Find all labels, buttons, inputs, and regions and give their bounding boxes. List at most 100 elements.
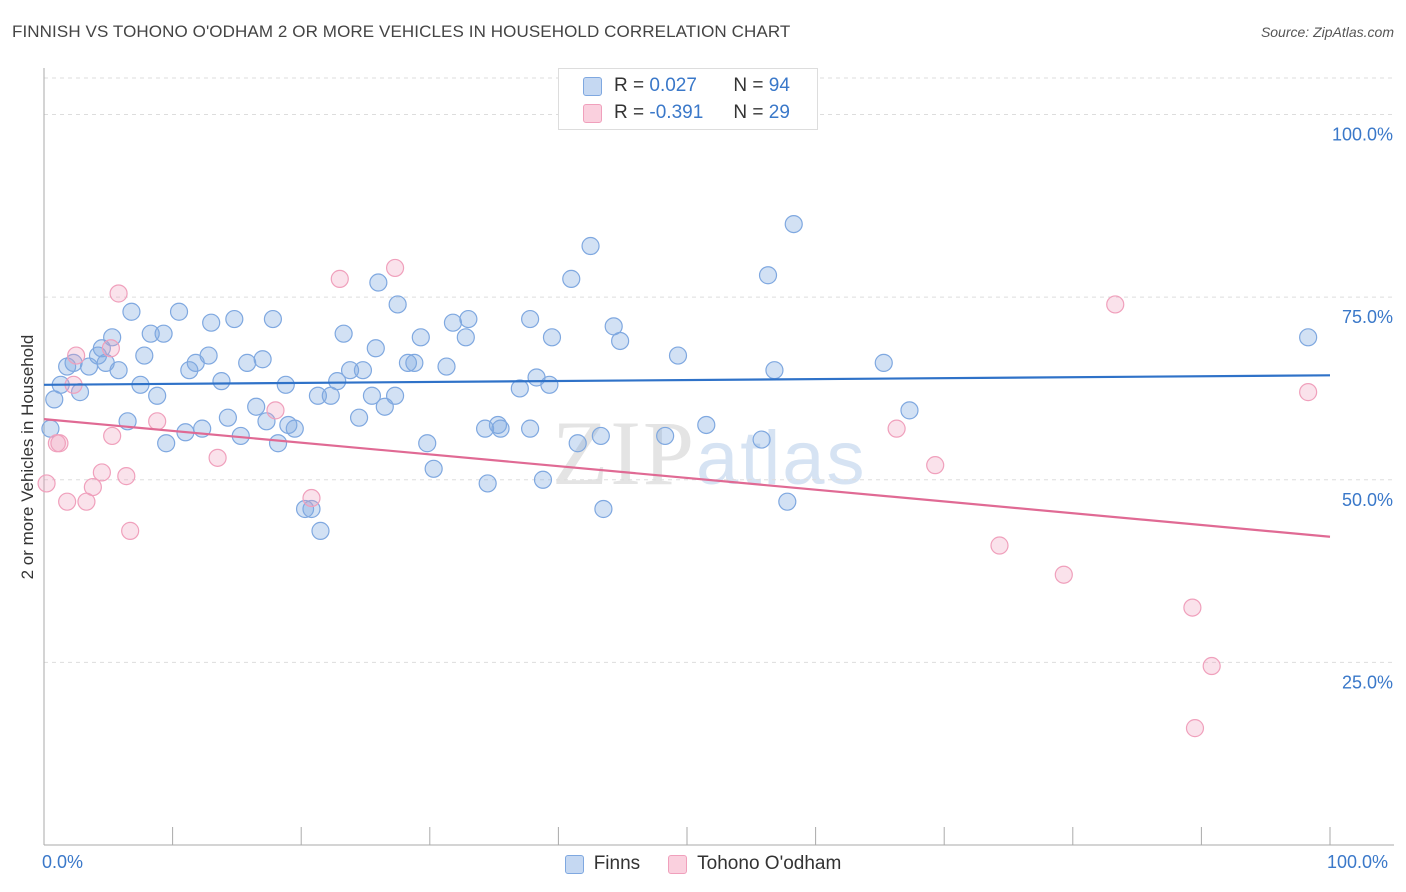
point-finns-31 bbox=[238, 353, 257, 372]
point-finns-62 bbox=[443, 313, 463, 332]
point-finns-54 bbox=[385, 386, 405, 405]
point-finns-49 bbox=[353, 361, 373, 380]
point-tohono-16 bbox=[330, 269, 349, 288]
point-tohono-11 bbox=[121, 521, 140, 540]
point-finns-76 bbox=[562, 269, 581, 288]
point-finns-56 bbox=[398, 353, 418, 372]
series-legend-swatch-finns bbox=[564, 854, 584, 874]
trend-line-tohono bbox=[43, 418, 1331, 538]
point-tohono-22 bbox=[1106, 295, 1125, 314]
source-label: Source: ZipAtlas.com bbox=[1260, 24, 1394, 40]
point-finns-85 bbox=[697, 415, 716, 435]
point-finns-77 bbox=[568, 434, 587, 453]
point-finns-86 bbox=[752, 430, 771, 449]
point-finns-4 bbox=[64, 353, 83, 372]
point-tohono-6 bbox=[92, 463, 111, 482]
point-tohono-19 bbox=[926, 456, 945, 475]
point-finns-57 bbox=[405, 353, 424, 372]
point-finns-45 bbox=[328, 372, 347, 391]
point-tohono-8 bbox=[103, 426, 122, 446]
point-finns-51 bbox=[366, 339, 385, 358]
point-tohono-0 bbox=[37, 474, 56, 493]
point-tohono-13 bbox=[208, 448, 227, 467]
watermark-zip: ZIP bbox=[552, 402, 696, 504]
point-finns-71 bbox=[521, 309, 540, 329]
point-finns-42 bbox=[308, 386, 328, 405]
point-finns-16 bbox=[141, 324, 160, 343]
point-finns-80 bbox=[594, 499, 613, 519]
point-finns-22 bbox=[180, 361, 199, 380]
point-finns-43 bbox=[311, 521, 330, 540]
point-finns-66 bbox=[478, 474, 497, 493]
point-finns-48 bbox=[349, 408, 369, 427]
point-finns-91 bbox=[874, 353, 893, 372]
point-tohono-15 bbox=[302, 488, 321, 508]
legend-finns-n-label: N = bbox=[733, 75, 764, 96]
point-finns-33 bbox=[253, 350, 272, 369]
point-finns-52 bbox=[369, 273, 388, 292]
point-finns-84 bbox=[668, 346, 688, 365]
chart-title: FINNISH VS TOHONO O'ODHAM 2 OR MORE VEHI… bbox=[12, 22, 791, 41]
point-finns-87 bbox=[758, 266, 778, 285]
point-finns-64 bbox=[459, 309, 478, 329]
point-finns-40 bbox=[295, 499, 315, 519]
point-tohono-2 bbox=[58, 492, 77, 511]
point-tohono-27 bbox=[47, 434, 66, 453]
point-finns-79 bbox=[591, 426, 610, 446]
point-finns-90 bbox=[784, 214, 803, 234]
legend-finns-n-value: 94 bbox=[768, 75, 790, 96]
point-finns-29 bbox=[225, 309, 244, 329]
point-tohono-20 bbox=[990, 536, 1009, 555]
point-tohono-3 bbox=[67, 346, 86, 365]
point-finns-88 bbox=[765, 361, 784, 380]
legend-swatch-tohono bbox=[583, 103, 602, 123]
point-tohono-18 bbox=[887, 419, 906, 438]
point-tohono-26 bbox=[1299, 383, 1318, 402]
point-tohono-21 bbox=[1054, 565, 1073, 584]
point-tohono-17 bbox=[385, 258, 405, 278]
legend-tohono-r-label: R = bbox=[614, 102, 645, 123]
point-finns-46 bbox=[334, 324, 353, 343]
series-legend-tohono: Tohono O'odham bbox=[668, 853, 841, 875]
point-finns-25 bbox=[199, 346, 218, 365]
point-finns-60 bbox=[424, 459, 443, 478]
point-finns-70 bbox=[521, 419, 540, 438]
point-tohono-7 bbox=[101, 339, 120, 358]
legend-row-tohono: R = -0.391 N = 29 bbox=[583, 100, 790, 126]
point-finns-26 bbox=[202, 313, 221, 332]
x-tick-label-min: 0.0% bbox=[42, 852, 84, 872]
point-tohono-12 bbox=[148, 412, 167, 431]
legend-swatch-finns bbox=[583, 76, 602, 96]
point-finns-93 bbox=[1299, 328, 1318, 347]
point-finns-50 bbox=[362, 386, 382, 405]
point-finns-55 bbox=[388, 295, 407, 314]
series-legend-swatch-tohono bbox=[668, 854, 688, 874]
point-finns-89 bbox=[778, 492, 797, 511]
point-tohono-9 bbox=[109, 284, 128, 303]
point-finns-78 bbox=[581, 236, 600, 256]
series-legend-label-tohono: Tohono O'odham bbox=[697, 853, 842, 874]
point-finns-32 bbox=[247, 397, 266, 416]
point-finns-20 bbox=[169, 302, 189, 321]
point-finns-69 bbox=[510, 379, 529, 398]
legend-tohono-n-value: 29 bbox=[768, 102, 790, 123]
point-finns-17 bbox=[148, 386, 167, 405]
watermark: ZIPatlas bbox=[552, 400, 867, 506]
point-finns-83 bbox=[656, 426, 675, 446]
point-finns-11 bbox=[109, 361, 128, 380]
legend-finns-r-value: 0.027 bbox=[649, 75, 697, 96]
legend-row-finns: R = 0.027 N = 94 bbox=[583, 73, 790, 99]
point-tohono-5 bbox=[83, 477, 102, 497]
series-legend: Finns Tohono O'odham bbox=[0, 850, 1406, 878]
point-finns-28 bbox=[218, 408, 237, 427]
point-finns-13 bbox=[122, 302, 141, 321]
point-finns-58 bbox=[411, 328, 430, 347]
y-tick-label-25: 25.0% bbox=[1342, 672, 1393, 692]
y-tick-label-50: 50.0% bbox=[1342, 490, 1393, 510]
point-finns-36 bbox=[268, 434, 288, 453]
point-tohono-14 bbox=[266, 401, 285, 420]
point-finns-75 bbox=[542, 328, 562, 347]
point-finns-92 bbox=[900, 401, 919, 420]
y-axis-title: 2 or more Vehicles in Household bbox=[18, 334, 37, 580]
